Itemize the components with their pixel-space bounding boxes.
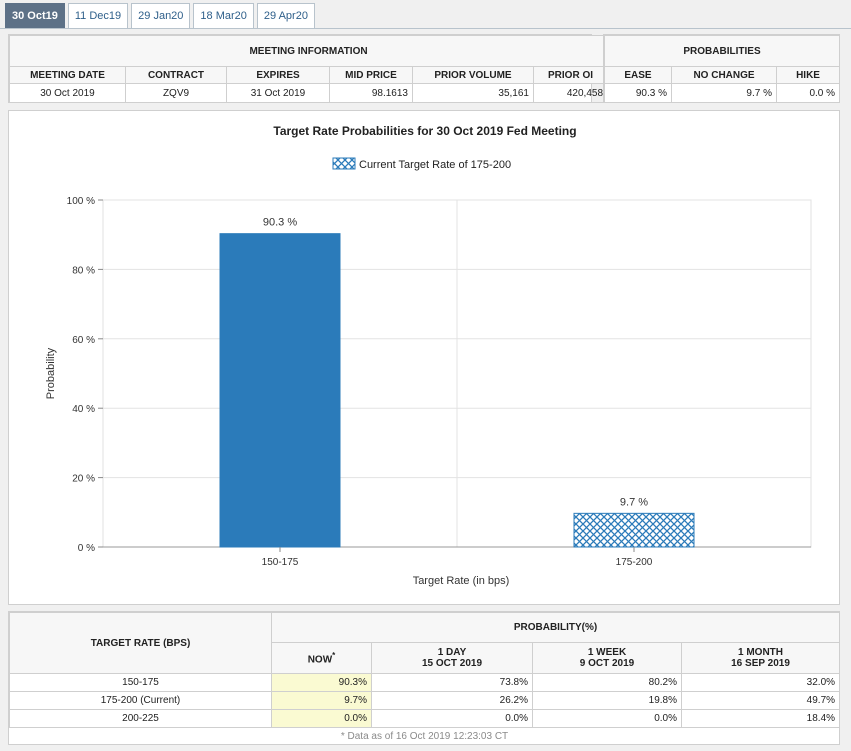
one-month-label: 1 MONTH [738,647,784,658]
one-week-date: 9 OCT 2019 [579,658,635,669]
bar-value-label: 90.3 % [263,217,297,229]
target-rate-probability-chart: Target Rate Probabilities for 30 Oct 201… [45,124,812,587]
no-change-header: NO CHANGE [671,66,777,84]
x-tick-label: 175-200 [616,557,653,568]
table-row: 175-200 (Current) 9.7% 26.2% 19.8% 49.7% [9,691,841,710]
plot-area: 0 % 20 % 40 % 60 % 80 % 100 % 90.3 % 150-175 9.7… [45,196,812,587]
one-month-cell: 49.7% [680,691,841,710]
hike-value: 0.0 % [775,83,841,103]
one-week-cell: 80.2% [532,673,682,692]
tab-29-jan20[interactable]: 29 Jan20 [131,3,191,29]
mid-price-value: 98.1613 [329,83,413,103]
tab-11-dec19[interactable]: 11 Dec19 [67,3,129,29]
chart-title: Target Rate Probabilities for 30 Oct 201… [273,124,576,138]
y-tick-label: 80 % [72,265,95,276]
now-header: NOW* [271,642,372,674]
one-week-cell: 0.0% [532,709,682,728]
one-month-header: 1 MONTH 16 SEP 2019 [680,642,841,674]
now-label: NOW [307,654,333,666]
now-asterisk: * [332,650,336,660]
one-week-header: 1 WEEK 9 OCT 2019 [532,642,682,674]
legend-label[interactable]: Current Target Rate of 175-200 [359,159,511,171]
ease-header: EASE [604,66,672,84]
mid-price-header: MID PRICE [329,66,413,84]
meeting-information-table: MEETING INFORMATION MEETING DATE CONTRAC… [8,35,609,103]
target-rate-header: TARGET RATE (BPS) [9,612,272,674]
tab-30-oct19[interactable]: 30 Oct19 [5,3,65,29]
contract-value: ZQV9 [125,83,227,103]
one-day-cell: 73.8% [371,673,533,692]
one-month-cell: 32.0% [680,673,841,692]
rate-cell: 175-200 (Current) [9,691,272,710]
tab-18-mar20[interactable]: 18 Mar20 [193,3,254,29]
one-month-cell: 18.4% [680,709,841,728]
rate-cell: 150-175 [9,673,272,692]
bar-value-label: 9.7 % [620,496,648,508]
now-cell: 0.0% [271,709,372,728]
bar-175-200[interactable] [573,512,695,548]
y-tick-label: 60 % [72,335,95,346]
x-tick-label: 150-175 [262,557,299,568]
one-day-date: 15 OCT 2019 [421,658,483,669]
probabilities-title: PROBABILITIES [603,35,841,67]
ease-value: 90.3 % [604,83,672,103]
one-day-header: 1 DAY 15 OCT 2019 [371,642,533,674]
rate-cell: 200-225 [9,709,272,728]
meeting-date-value: 30 Oct 2019 [9,83,126,103]
data-timestamp-footnote: * Data as of 16 Oct 2019 12:23:03 CT [9,727,840,745]
x-axis-title: Target Rate (in bps) [413,575,510,587]
probabilities-table: PROBABILITIES EASE NO CHANGE HIKE 90.3 %… [603,35,841,103]
no-change-value: 9.7 % [671,83,777,103]
prior-oi-header: PRIOR OI [532,66,609,84]
y-tick-label: 0 % [78,543,95,554]
legend-swatch-icon[interactable] [332,157,356,170]
expires-value: 31 Oct 2019 [226,83,330,103]
tab-divider [0,28,851,29]
chart-panel: Target Rate Probabilities for 30 Oct 201… [8,110,840,605]
table-row: 150-175 90.3% 73.8% 80.2% 32.0% [9,673,841,692]
prior-oi-value: 420,458 [532,83,609,103]
one-day-label: 1 DAY [437,647,467,658]
meeting-information-title: MEETING INFORMATION [8,35,609,67]
table-row: 200-225 0.0% 0.0% 0.0% 18.4% [9,709,841,728]
y-axis-title: Probability [45,347,57,399]
y-tick-label: 20 % [72,474,95,485]
y-tick-label: 100 % [67,196,95,207]
probability-history-panel: TARGET RATE (BPS) PROBABILITY(%) NOW* 1 … [8,611,841,745]
contract-header: CONTRACT [125,66,227,84]
now-cell: 90.3% [271,673,372,692]
y-tick-label: 40 % [72,404,95,415]
meeting-date-header: MEETING DATE [9,66,126,84]
one-week-label: 1 WEEK [587,647,627,658]
probability-history-table: TARGET RATE (BPS) PROBABILITY(%) NOW* 1 … [9,612,841,745]
now-cell: 9.7% [271,691,372,710]
tab-29-apr20[interactable]: 29 Apr20 [256,3,315,29]
bar-150-175[interactable] [219,233,341,548]
probability-header: PROBABILITY(%) [270,612,841,643]
meeting-information-panel: MEETING INFORMATION MEETING DATE CONTRAC… [8,34,609,103]
one-week-cell: 19.8% [532,691,682,710]
one-day-cell: 0.0% [371,709,533,728]
one-day-cell: 26.2% [371,691,533,710]
probabilities-panel: PROBABILITIES EASE NO CHANGE HIKE 90.3 %… [603,34,841,103]
prior-volume-value: 35,161 [412,83,534,103]
one-month-date: 16 SEP 2019 [731,658,790,669]
meeting-tabs: 30 Oct19 11 Dec19 29 Jan20 18 Mar20 29 A… [5,3,315,29]
hike-header: HIKE [775,66,841,84]
expires-header: EXPIRES [226,66,330,84]
prior-volume-header: PRIOR VOLUME [412,66,534,84]
